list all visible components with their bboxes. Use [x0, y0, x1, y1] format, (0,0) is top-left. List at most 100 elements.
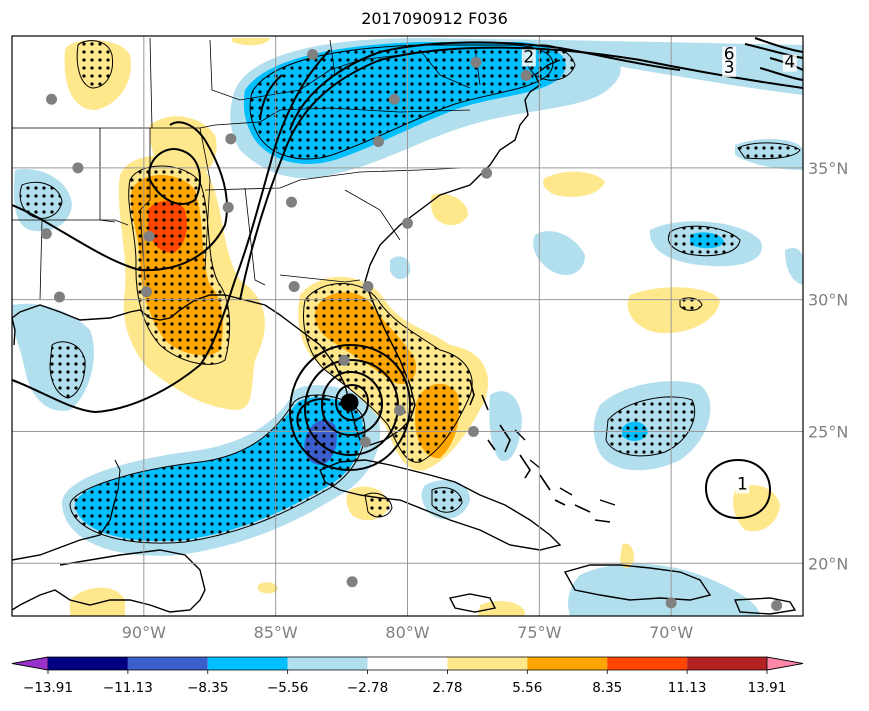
storm-center-marker — [340, 393, 359, 412]
shade-yellow-atl1 — [627, 287, 720, 334]
station-marker — [285, 196, 297, 208]
contour-line-6a — [744, 43, 803, 59]
map-area: 2 63 4 1 — [12, 36, 803, 616]
stipple-atl4 — [679, 297, 703, 311]
station-marker — [307, 48, 319, 60]
lon-tick-label: 80°W — [385, 623, 429, 642]
station-marker — [665, 597, 677, 609]
map-frame — [11, 35, 804, 617]
latitude-labels: 35°N 30°N 25°N 20°N — [808, 159, 848, 573]
station-marker — [470, 56, 482, 68]
colorbar-box — [127, 657, 208, 670]
contour-label: 2 — [523, 47, 534, 67]
station-marker — [288, 280, 300, 292]
contour-loop-storm-outer — [288, 343, 412, 472]
station-marker — [388, 93, 400, 105]
station-marker — [771, 599, 783, 611]
station-marker — [140, 286, 152, 298]
station-marker — [481, 167, 493, 179]
lat-tick-label: 30°N — [808, 291, 848, 310]
shade-lightblue-bahamas — [489, 391, 522, 461]
shade-yellow-atl2 — [543, 171, 605, 197]
longitude-labels: 90°W 85°W 80°W 75°W 70°W — [122, 623, 694, 642]
colorbar-tick-label: 11.13 — [668, 680, 707, 696]
station-marker — [372, 135, 384, 147]
colorbar-box — [287, 657, 368, 670]
lat-tick-label: 25°N — [808, 422, 848, 441]
station-markers — [40, 48, 783, 611]
colorbar-box — [527, 657, 608, 670]
station-marker — [72, 162, 84, 174]
shade-yellow-atl3 — [430, 193, 468, 226]
contours — [12, 37, 803, 520]
colorbar-tick-label: −2.78 — [347, 680, 388, 696]
contour-label-bg — [521, 49, 536, 67]
colorbar-box — [48, 657, 128, 670]
contour-line-3 — [759, 67, 803, 81]
colorbar-box — [207, 657, 288, 670]
contour-line-arc — [259, 74, 283, 121]
station-marker — [359, 436, 371, 448]
lon-tick-label: 75°W — [517, 623, 561, 642]
station-marker — [346, 576, 358, 588]
contour-label-bg — [735, 476, 750, 494]
stipple-hisp — [431, 487, 463, 513]
coastlines-borders — [12, 37, 797, 615]
colorbar: −13.91 −11.13 −8.35 −5.56 −2.78 2.78 5.56 8.35 1… — [11, 656, 804, 696]
stipple-topleft — [76, 40, 114, 89]
station-marker — [222, 201, 234, 213]
station-marker — [402, 217, 413, 229]
stipple-atl2 — [667, 225, 741, 257]
contour-loop-storm-3 — [320, 370, 384, 437]
contour-line-gulf — [12, 49, 331, 414]
lon-tick-label: 90°W — [122, 623, 166, 642]
shade-yellow-bottom2 — [478, 600, 525, 616]
contour-label-bg — [722, 59, 737, 77]
lat-tick-label: 20°N — [808, 554, 848, 573]
colorbar-box — [687, 657, 767, 670]
colorbar-extend-high — [766, 656, 804, 671]
contour-loop-east — [704, 458, 772, 520]
contour-line-north — [289, 41, 681, 131]
contour-loop-storm-west — [296, 398, 331, 431]
contour-label: 4 — [784, 53, 795, 73]
contour-label: 3 — [724, 58, 735, 78]
colorbar-tick-label: 8.35 — [592, 680, 622, 696]
stipple-louisiana — [19, 181, 63, 219]
shade-yellow-hisp — [620, 543, 635, 569]
stipple-texas — [49, 341, 86, 399]
stipple-northeast — [249, 44, 554, 160]
colorbar-box — [607, 657, 688, 670]
lon-tick-label: 70°W — [649, 623, 693, 642]
colorbar-extend-low — [11, 656, 49, 671]
colorbar-tick-label: 2.78 — [432, 680, 462, 696]
station-marker — [362, 280, 374, 292]
stipple-atl3 — [737, 142, 801, 160]
map-title: 2017090912 F036 — [361, 9, 508, 28]
shade-yellow-bottom — [70, 587, 125, 616]
contour-label-bg — [722, 46, 737, 64]
station-marker — [338, 354, 350, 366]
colorbar-tick-label: −5.56 — [267, 680, 308, 696]
station-marker — [520, 70, 532, 82]
station-marker — [40, 228, 52, 240]
shade-lightblue-carib — [568, 563, 760, 616]
stipple-atl1 — [605, 396, 696, 457]
contour-label-bg — [782, 54, 797, 72]
contour-label: 1 — [737, 474, 748, 494]
station-marker — [225, 133, 237, 145]
colorbar-tick-label: 5.56 — [512, 680, 542, 696]
station-marker — [467, 425, 479, 437]
colorbar-tick-label: −11.13 — [103, 680, 153, 696]
colorbar-tick-label: −13.91 — [23, 680, 73, 696]
colorbar-tick-label: −8.35 — [187, 680, 228, 696]
station-marker — [394, 404, 406, 416]
lon-tick-label: 85°W — [254, 623, 298, 642]
shade-lightblue-small1 — [533, 231, 585, 275]
contour-label: 6 — [724, 45, 735, 65]
shade-yellow-small — [258, 582, 278, 594]
station-marker — [46, 93, 58, 105]
lat-tick-label: 35°N — [808, 159, 848, 178]
shade-lightblue-east — [785, 248, 803, 285]
